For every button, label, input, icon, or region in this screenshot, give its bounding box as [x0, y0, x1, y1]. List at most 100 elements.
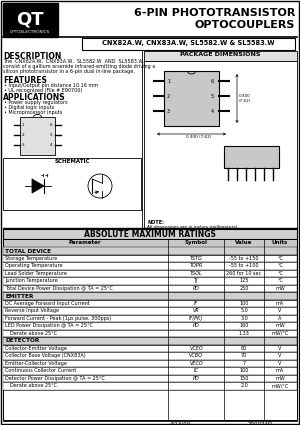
Text: A: A: [278, 316, 282, 321]
Text: OPTOELECTRONICS: OPTOELECTRONICS: [10, 30, 50, 34]
Text: Operating Temperature: Operating Temperature: [5, 263, 62, 268]
Text: °C: °C: [277, 278, 283, 283]
Text: 2: 2: [22, 133, 25, 137]
Text: Collector Base Voltage (CNX83A): Collector Base Voltage (CNX83A): [5, 353, 85, 358]
Bar: [3, 345, 297, 352]
Text: 260 for 10 sec: 260 for 10 sec: [226, 271, 262, 276]
Text: VECO: VECO: [189, 361, 203, 366]
Text: 80: 80: [241, 346, 247, 351]
Text: PD: PD: [193, 376, 200, 381]
Text: mW: mW: [275, 323, 285, 328]
Text: Detector Power Dissipation @ TA = 25°C: Detector Power Dissipation @ TA = 25°C: [5, 376, 105, 381]
Bar: [3, 284, 297, 292]
Text: Junction Temperature: Junction Temperature: [5, 278, 58, 283]
Bar: [3, 374, 297, 382]
Text: silicon phototransistor in a 6-pin dual in-line package.: silicon phototransistor in a 6-pin dual …: [3, 69, 135, 74]
Bar: [20, 117, 55, 155]
Text: FEATURES: FEATURES: [3, 76, 47, 85]
Text: 4: 4: [211, 109, 214, 114]
Text: • UL recognized (File # E90700): • UL recognized (File # E90700): [4, 88, 82, 93]
Bar: [164, 71, 219, 126]
Text: V: V: [278, 353, 282, 358]
Text: 5: 5: [50, 133, 52, 137]
Bar: [3, 262, 297, 269]
Text: Derate above 25°C: Derate above 25°C: [10, 331, 57, 336]
Text: °C: °C: [277, 271, 283, 276]
Text: VR: VR: [193, 308, 200, 313]
Text: mA: mA: [276, 301, 284, 306]
Text: Lead Solder Temperature: Lead Solder Temperature: [5, 271, 67, 276]
Text: 100: 100: [239, 301, 249, 306]
Bar: [3, 269, 297, 277]
Text: ABSOLUTE MAXIMUM RATINGS: ABSOLUTE MAXIMUM RATINGS: [84, 230, 216, 239]
Text: Value: Value: [235, 240, 253, 245]
Text: 3: 3: [22, 143, 25, 147]
Text: Storage Temperature: Storage Temperature: [5, 256, 57, 261]
Text: Forward Current - Peak (1μs pulse, 300pps): Forward Current - Peak (1μs pulse, 300pp…: [5, 316, 111, 321]
Text: DC Average Forward Input Current: DC Average Forward Input Current: [5, 301, 90, 306]
Text: 1: 1: [22, 123, 25, 127]
Bar: [3, 367, 297, 374]
Bar: [3, 3, 58, 37]
Text: Derate above 25°C: Derate above 25°C: [10, 383, 57, 388]
Text: QT: QT: [16, 10, 44, 28]
Text: 0.300
(7.62): 0.300 (7.62): [239, 94, 251, 103]
Text: VCEO: VCEO: [189, 346, 203, 351]
Text: TOTAL DEVICE: TOTAL DEVICE: [5, 249, 51, 253]
Text: 3: 3: [167, 109, 170, 114]
Text: consist of a gallium arsenide infrared-emitting diode driving a: consist of a gallium arsenide infrared-e…: [3, 64, 155, 69]
Text: TSTG: TSTG: [190, 256, 202, 261]
Bar: [3, 314, 297, 322]
Bar: [3, 382, 297, 389]
Text: 2: 2: [167, 94, 170, 99]
Text: V: V: [278, 361, 282, 366]
Text: -55 to +150: -55 to +150: [229, 256, 259, 261]
Bar: [3, 337, 297, 345]
Text: 200024D: 200024D: [248, 422, 273, 425]
Text: 1.33: 1.33: [238, 331, 249, 336]
Text: OPTOCOUPLERS: OPTOCOUPLERS: [195, 20, 295, 30]
Text: Parameter: Parameter: [69, 240, 101, 245]
Bar: [3, 352, 297, 360]
Bar: [3, 255, 297, 262]
Polygon shape: [32, 179, 44, 193]
Bar: [3, 239, 297, 247]
Text: 150: 150: [239, 376, 249, 381]
Text: VCBO: VCBO: [189, 353, 203, 358]
Bar: [3, 360, 297, 367]
Text: TSOL: TSOL: [190, 271, 202, 276]
Text: 250: 250: [239, 286, 249, 291]
Text: 160: 160: [239, 323, 249, 328]
Text: IC: IC: [194, 368, 198, 373]
Text: DESCRIPTION: DESCRIPTION: [3, 52, 61, 61]
Text: DETECTOR: DETECTOR: [5, 338, 39, 343]
Text: °C: °C: [277, 263, 283, 268]
Text: TJ: TJ: [194, 278, 198, 283]
Bar: [144, 51, 297, 61]
Text: 1: 1: [167, 79, 170, 84]
Text: All dimensions are in inches (millimeters): All dimensions are in inches (millimeter…: [147, 225, 237, 229]
Text: EMITTER: EMITTER: [5, 294, 34, 298]
Text: 70: 70: [241, 353, 247, 358]
Text: 125: 125: [239, 278, 249, 283]
Text: • Microprocessor inputs: • Microprocessor inputs: [4, 110, 62, 115]
Text: NOTE:: NOTE:: [147, 220, 164, 225]
Text: 5.0: 5.0: [240, 308, 248, 313]
Text: Collector-Emitter Voltage: Collector-Emitter Voltage: [5, 346, 67, 351]
Bar: [82, 38, 295, 50]
Text: 6: 6: [50, 123, 52, 127]
Text: mW: mW: [275, 286, 285, 291]
Text: APPLICATIONS: APPLICATIONS: [3, 93, 66, 102]
Text: 6-PIN PHOTOTRANSISTOR: 6-PIN PHOTOTRANSISTOR: [134, 8, 295, 18]
Bar: [3, 322, 297, 329]
Text: • Digital logic inputs: • Digital logic inputs: [4, 105, 54, 110]
Text: TOPR: TOPR: [189, 263, 203, 268]
Bar: [3, 229, 297, 239]
Text: IF: IF: [194, 301, 198, 306]
Bar: [3, 292, 297, 300]
Text: Units: Units: [272, 240, 288, 245]
Text: mW: mW: [275, 376, 285, 381]
Text: LED Power Dissipation @ TA = 25°C: LED Power Dissipation @ TA = 25°C: [5, 323, 93, 328]
Text: 2.0: 2.0: [240, 383, 248, 388]
Text: 100: 100: [239, 368, 249, 373]
